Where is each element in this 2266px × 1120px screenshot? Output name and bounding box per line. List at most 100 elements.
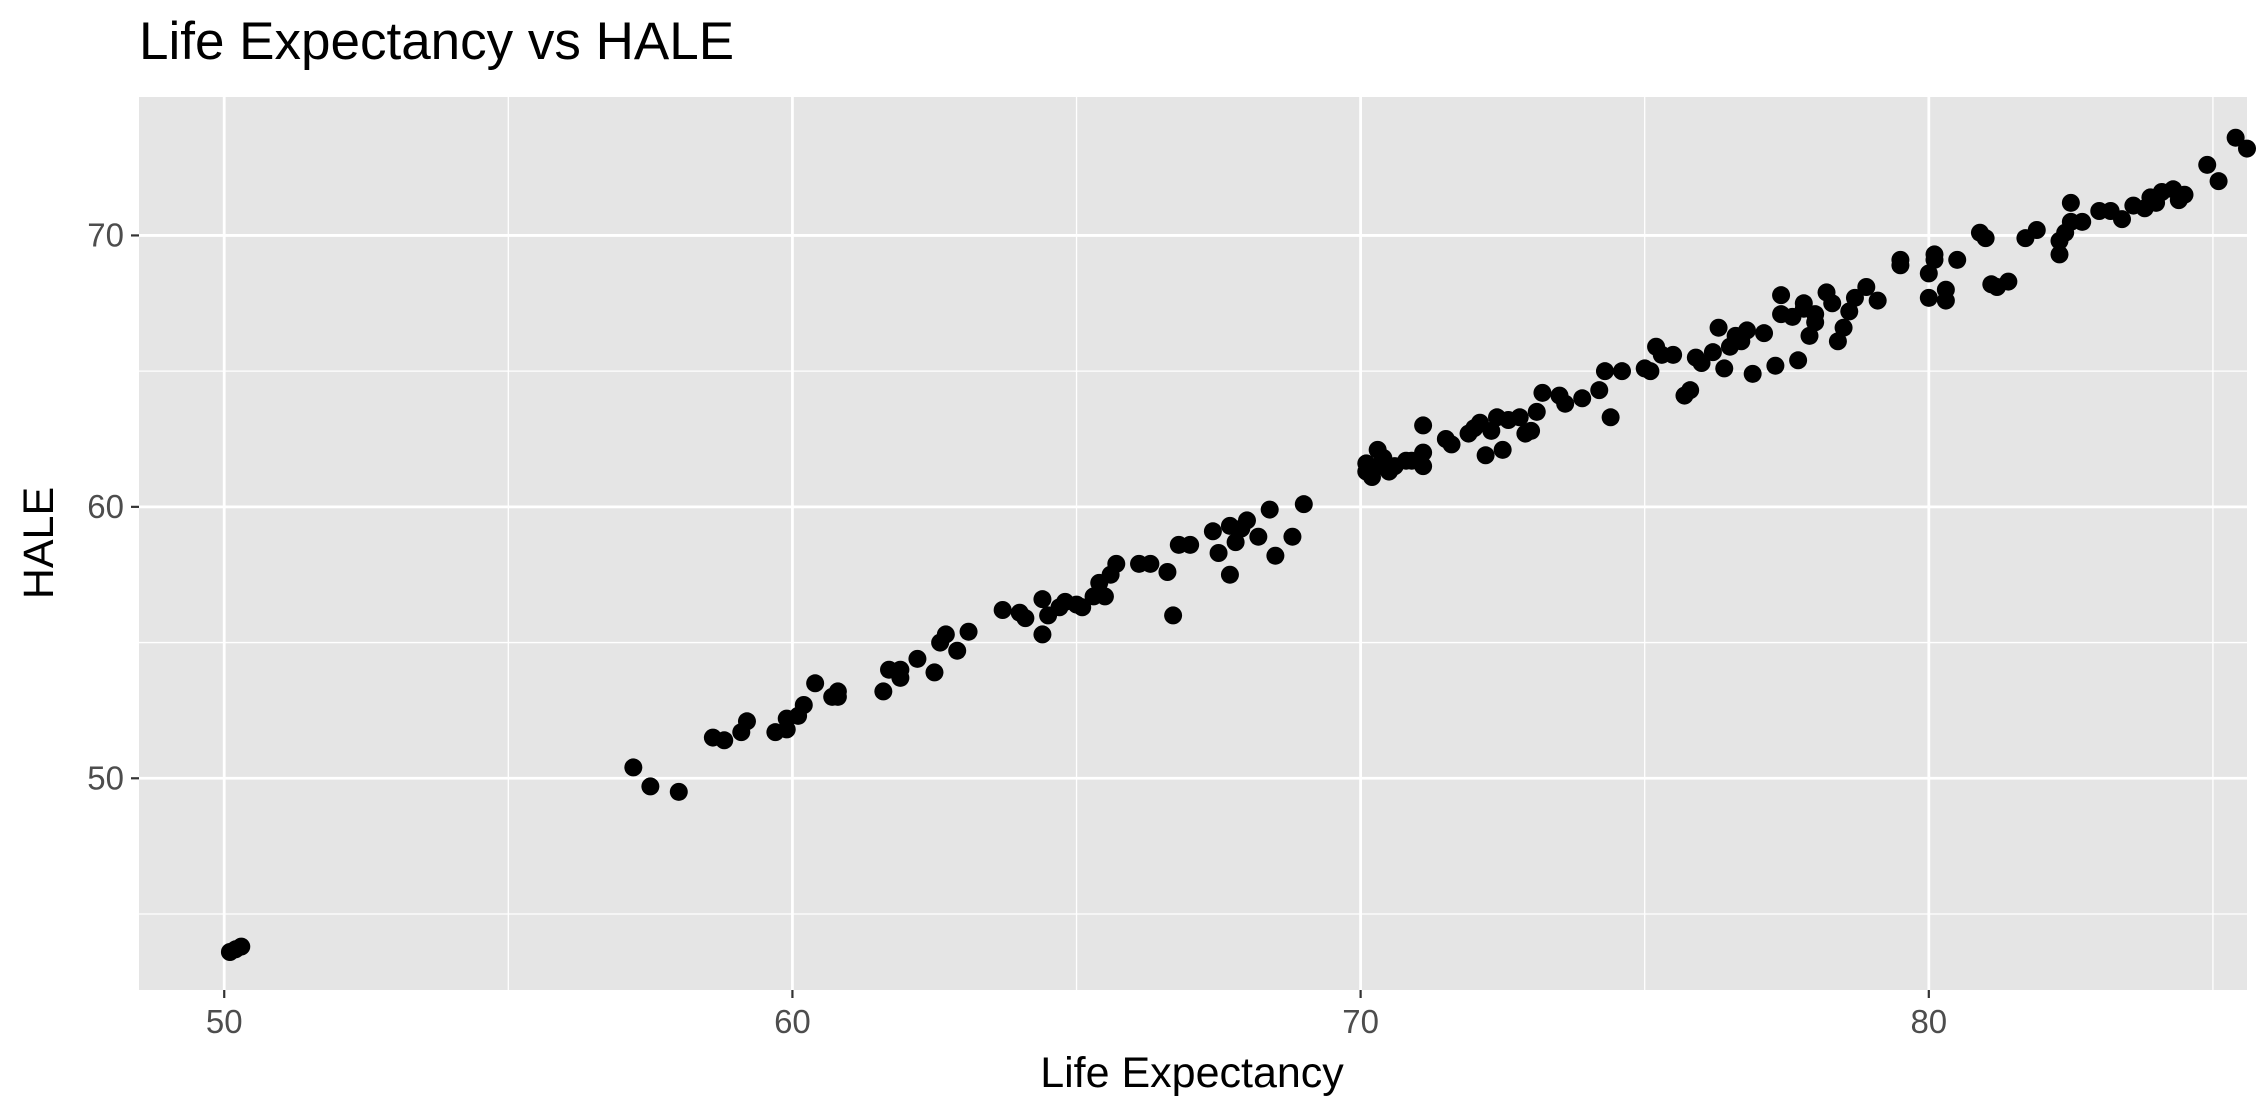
scatter-point	[2073, 212, 2092, 231]
scatter-point	[1237, 511, 1256, 530]
scatter-point	[794, 696, 813, 714]
scatter-point	[1715, 359, 1734, 378]
scatter-point	[925, 663, 944, 682]
scatter-point	[1442, 435, 1461, 454]
scatter-point	[1601, 408, 1620, 427]
scatter-point	[1203, 522, 1222, 541]
scatter-point	[1936, 291, 1955, 310]
scatter-point	[624, 758, 643, 777]
x-tick-label: 60	[774, 1003, 811, 1040]
scatter-point	[1033, 590, 1052, 609]
x-tick-label: 50	[206, 1003, 243, 1040]
scatter-point	[2198, 155, 2217, 174]
scatter-point	[641, 777, 660, 796]
scatter-point	[1641, 362, 1660, 381]
scatter-point	[715, 731, 734, 750]
scatter-point	[1743, 364, 1762, 383]
scatter-point	[1755, 324, 1774, 343]
scatter-point	[1840, 302, 1859, 321]
scatter-point	[1737, 321, 1756, 340]
scatter-point	[1868, 291, 1887, 310]
scatter-point	[1999, 272, 2018, 291]
scatter-point	[2112, 210, 2131, 229]
scatter-point	[948, 641, 967, 660]
tick-labels: 50 60 70 80 50 60 70	[87, 216, 1947, 1040]
scatter-point	[1857, 278, 1876, 296]
scatter-point	[1073, 598, 1092, 617]
y-axis-title: HALE	[15, 487, 63, 599]
scatter-point	[1789, 351, 1808, 370]
scatter-point	[1095, 587, 1114, 606]
scatter-point	[1283, 527, 1302, 546]
scatter-point	[2209, 172, 2228, 191]
scatter-point	[1772, 286, 1791, 305]
scatter-point	[1664, 345, 1683, 364]
scatter-point	[1181, 535, 1200, 554]
scatter-point	[1141, 554, 1160, 573]
scatter-point	[959, 622, 978, 641]
scatter-point	[2061, 193, 2080, 212]
scatter-point	[1476, 446, 1495, 465]
scatter-point	[1493, 440, 1512, 459]
scatter-point	[891, 668, 910, 687]
scatter-point	[936, 625, 955, 644]
y-tick-label: 60	[87, 488, 124, 525]
scatter-point	[1925, 250, 1944, 269]
scatter-point	[1294, 495, 1313, 514]
scatter-point	[1414, 457, 1433, 476]
scatter-point	[2050, 245, 2069, 264]
scatter-point	[1522, 421, 1541, 440]
scatter-point	[1919, 288, 1938, 307]
scatter-point	[1164, 606, 1183, 625]
y-tick-label: 50	[87, 759, 124, 796]
scatter-point	[1828, 332, 1847, 351]
scatter-point	[1709, 318, 1728, 337]
scatter-point	[1033, 625, 1052, 644]
x-axis-title: Life Expectancy	[1040, 1049, 1344, 1097]
scatter-point	[1220, 565, 1239, 584]
scatter-point	[669, 782, 688, 801]
chart-title: Life Expectancy vs HALE	[139, 12, 734, 71]
scatter-point	[1260, 500, 1279, 519]
scatter-point	[1266, 546, 1285, 565]
scatter-point	[2027, 221, 2046, 239]
major-gridlines	[139, 97, 2247, 990]
scatter-point	[1976, 229, 1995, 248]
scatter-point	[1681, 381, 1700, 400]
scatter-point	[1107, 554, 1126, 573]
scatter-point	[1482, 421, 1501, 440]
x-tick-label: 80	[1910, 1003, 1947, 1040]
scatter-point	[1948, 250, 1967, 269]
scatter-point	[1845, 288, 1864, 307]
scatter-point	[1595, 362, 1614, 381]
y-tick-label: 70	[87, 216, 124, 253]
scatter-point	[1556, 394, 1575, 413]
minor-gridlines	[139, 97, 2247, 990]
scatter-point	[1527, 402, 1546, 421]
scatter-point	[1800, 326, 1819, 345]
data-points	[220, 128, 2256, 961]
scatter-point	[2175, 185, 2194, 204]
axis-ticks	[131, 234, 1930, 998]
scatter-point	[1590, 381, 1609, 400]
scatter-point	[1158, 563, 1177, 581]
scatter-point	[1823, 294, 1842, 313]
scatter-point	[874, 682, 893, 701]
scatter-point	[1703, 343, 1722, 362]
scatter-point	[1510, 408, 1529, 427]
scatter-point	[1891, 256, 1910, 275]
scatter-point	[1794, 294, 1813, 313]
scatter-point	[1834, 318, 1853, 337]
x-tick-label: 70	[1342, 1003, 1379, 1040]
scatter-point	[2238, 139, 2256, 158]
scatter-point	[1414, 416, 1433, 435]
scatter-point	[1806, 313, 1825, 332]
scatter-point	[1533, 383, 1552, 402]
scatter-point	[1249, 527, 1268, 546]
scatter-point	[1766, 356, 1785, 375]
scatter-point	[806, 674, 825, 693]
scatter-point	[1016, 609, 1035, 628]
scatter-point	[993, 601, 1012, 619]
